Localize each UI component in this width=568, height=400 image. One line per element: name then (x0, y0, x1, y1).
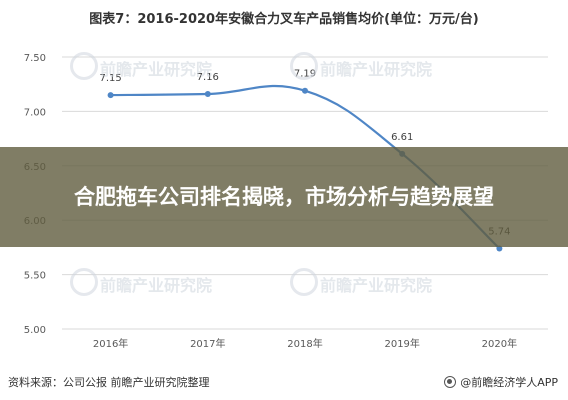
watermark-logo (70, 52, 98, 80)
publisher-text: @前瞻经济学人APP (460, 376, 558, 389)
data-point (302, 87, 308, 94)
overlay-banner: 合肥拖车公司排名揭晓，市场分析与趋势展望 (0, 147, 568, 247)
data-label: 7.15 (99, 73, 121, 84)
x-tick-label: 2018年 (287, 337, 322, 350)
watermark-logo (290, 52, 318, 80)
x-tick-label: 2020年 (482, 337, 517, 350)
publisher: @前瞻经济学人APP (444, 374, 558, 390)
y-tick-label: 7.50 (24, 53, 46, 64)
watermark-text: 前瞻产业研究院 (320, 60, 433, 79)
watermark-text: 前瞻产业研究院 (100, 276, 213, 295)
data-point (204, 90, 211, 97)
watermark-text: 前瞻产业研究院 (320, 276, 433, 295)
data-point (107, 92, 114, 99)
data-label: 6.61 (391, 132, 413, 143)
x-tick-label: 2016年 (93, 337, 128, 350)
watermark-logo (290, 268, 318, 296)
data-label: 7.16 (197, 72, 219, 83)
x-tick-label: 2017年 (190, 337, 225, 350)
publisher-logo-icon (444, 376, 457, 388)
y-tick-label: 5.50 (24, 271, 46, 282)
y-tick-label: 7.00 (24, 107, 46, 118)
x-tick-label: 2019年 (384, 337, 419, 350)
overlay-title: 合肥拖车公司排名揭晓，市场分析与趋势展望 (74, 185, 494, 209)
watermark-text: 前瞻产业研究院 (100, 60, 213, 79)
watermark-logo (70, 268, 98, 296)
chart-title: 图表7：2016-2020年安徽合力叉车产品销售均价(单位：万元/台) (89, 12, 479, 27)
source-text: 资料来源：公司公报 前瞻产业研究院整理 (8, 376, 210, 389)
y-tick-label: 5.00 (24, 325, 46, 336)
